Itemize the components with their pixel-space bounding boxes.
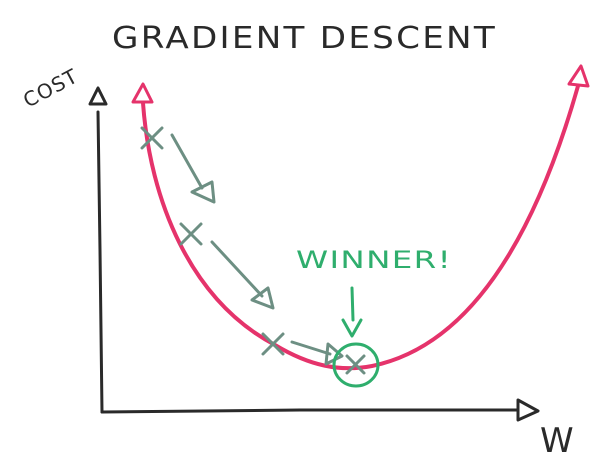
- step-marker-3: [261, 332, 285, 356]
- y-axis-line: [96, 110, 104, 414]
- minimum-x-icon: [345, 354, 366, 375]
- minimum-circle: [332, 342, 380, 388]
- diagram-title: GRADIENT DESCENT: [112, 21, 497, 56]
- cost-curve-left-arrowhead: [131, 82, 154, 104]
- cost-curve-right-arrowhead: [567, 64, 590, 88]
- x-axis-arrowhead: [516, 398, 540, 422]
- winner-label: WINNER!: [296, 246, 452, 274]
- step-arrow-2: [210, 240, 275, 310]
- y-axis-label: COST: [19, 64, 82, 113]
- winner-arrow: [341, 286, 363, 338]
- step-arrow-1: [170, 133, 216, 204]
- step-marker-1: [140, 126, 164, 150]
- x-axis-label: W: [540, 421, 574, 461]
- y-axis-arrowhead: [88, 86, 108, 106]
- cost-curve: [141, 84, 580, 371]
- step-marker-2: [179, 222, 203, 246]
- x-axis-line: [100, 408, 520, 414]
